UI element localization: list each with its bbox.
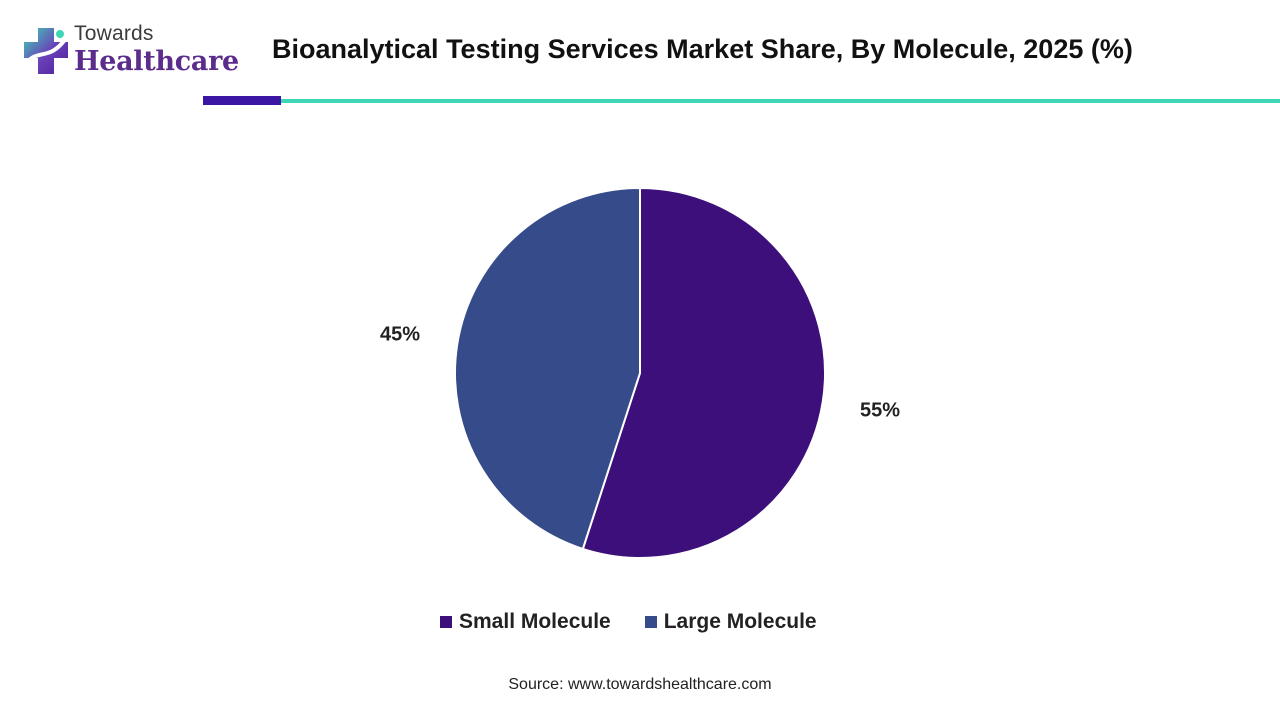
data-label-large-molecule: 45% (380, 323, 420, 345)
logo-text-towards: Towards (74, 22, 154, 45)
legend-item-large-molecule: Large Molecule (644, 610, 817, 634)
chart-legend: Small Molecule Large Molecule (440, 608, 817, 636)
title-underline-rule (281, 99, 1280, 103)
towards-healthcare-logo: Towards Healthcare (20, 20, 250, 84)
pie-slice-small-molecule (581, 186, 826, 559)
legend-label-large-molecule: Large Molecule (663, 610, 817, 633)
data-label-small-molecule: 55% (860, 399, 900, 421)
pie-slice-large-molecule (454, 186, 641, 551)
legend-swatch-small-molecule (440, 616, 452, 628)
source-note: Source: www.towardshealthcare.com (508, 676, 772, 693)
logo-text-healthcare: Healthcare (74, 46, 239, 77)
title-underline-accent (203, 96, 281, 105)
medical-cross-icon (24, 28, 68, 74)
legend-item-small-molecule: Small Molecule (440, 610, 611, 634)
chart-title: Bioanalytical Testing Services Market Sh… (272, 34, 1133, 64)
legend-label-small-molecule: Small Molecule (459, 610, 611, 633)
legend-swatch-large-molecule (644, 616, 657, 628)
